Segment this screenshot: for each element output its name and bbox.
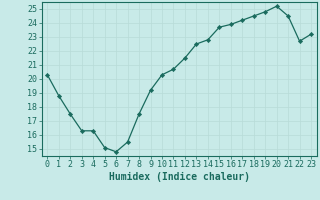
X-axis label: Humidex (Indice chaleur): Humidex (Indice chaleur) (109, 172, 250, 182)
